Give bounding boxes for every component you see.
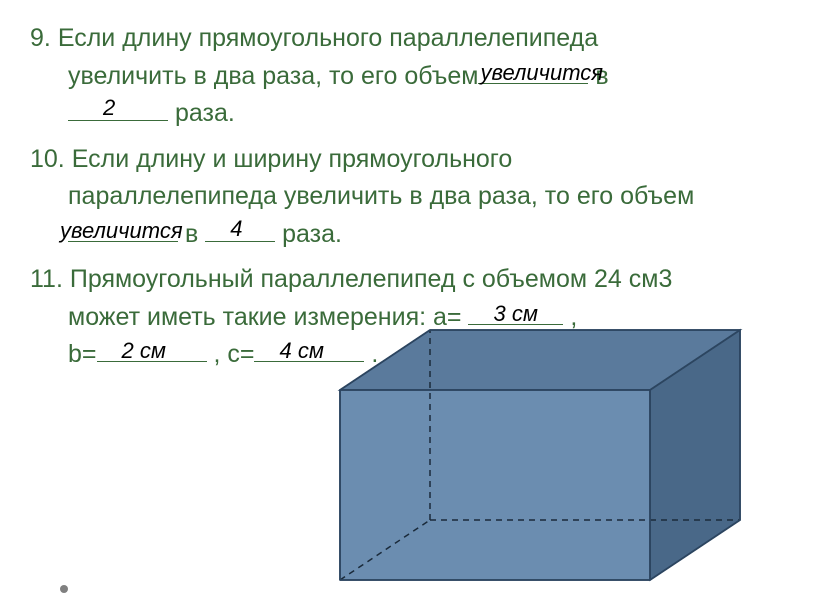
task11-num: 11. <box>30 265 63 293</box>
task11-answer-b: 2 см <box>122 334 166 367</box>
task10-answer1: увеличится <box>60 214 183 247</box>
task-9: 9. Если длину прямоугольного параллелепи… <box>30 20 786 133</box>
task-10: 10. Если длину и ширину прямоугольного п… <box>30 141 786 254</box>
task11-text1: Прямоугольный параллелепипед с объемом 2… <box>70 265 673 293</box>
task10-text1b: параллелепипеда увеличить в два раза, то… <box>68 182 694 210</box>
task9-blank2 <box>68 120 168 121</box>
task9-answer1: увеличится <box>480 56 603 89</box>
task10-text1: Если длину и ширину прямоугольного <box>72 145 513 173</box>
task9-text1: Если длину прямоугольного параллелепипед… <box>58 24 598 52</box>
cuboid-svg <box>320 320 750 600</box>
task9-text3: раза. <box>175 99 235 127</box>
cuboid-diagram <box>320 320 750 600</box>
task10-text3: раза. <box>282 220 342 248</box>
task11-answer-c: 4 см <box>279 334 323 367</box>
task11-text2: b= <box>68 340 97 368</box>
task10-num: 10. <box>30 145 65 173</box>
task9-num: 9. <box>30 24 51 52</box>
task11-text3: , c= <box>213 340 254 368</box>
task10-answer2: 4 <box>230 212 242 245</box>
task9-answer2: 2 <box>103 91 115 124</box>
task10-text2: в <box>185 220 198 248</box>
slide-bullet-icon <box>60 585 68 593</box>
task9-text1b: увеличить в два раза, то его объем <box>68 62 478 90</box>
cuboid-front-face <box>340 390 650 580</box>
